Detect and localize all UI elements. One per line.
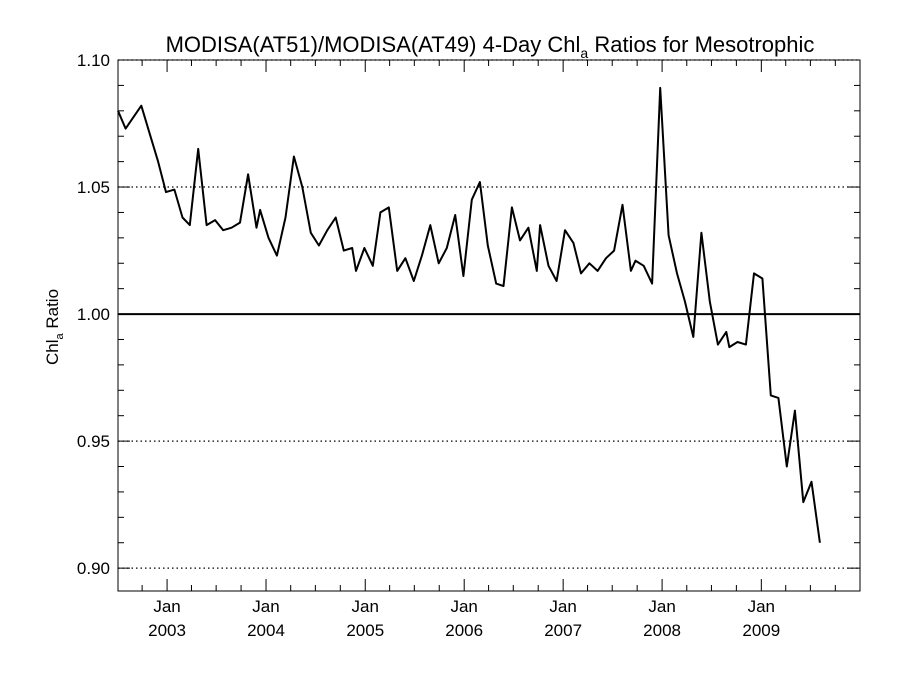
x-tick-label-month: Jan xyxy=(252,597,279,616)
x-tick-label-year: 2003 xyxy=(148,621,186,640)
y-tick-label: 0.95 xyxy=(77,432,110,451)
x-tick-label-month: Jan xyxy=(450,597,477,616)
x-tick-label-year: 2008 xyxy=(643,621,681,640)
series-layer xyxy=(117,86,821,543)
chart-title-subscript: a xyxy=(580,45,588,61)
chart-title-main: MODISA(AT51)/MODISA(AT49) 4-Day Chl xyxy=(166,32,581,57)
y-tick-label: 1.00 xyxy=(77,305,110,324)
x-tick-label-month: Jan xyxy=(153,597,180,616)
x-tick-label-month: Jan xyxy=(648,597,675,616)
y-tick-label: 0.90 xyxy=(77,559,110,578)
x-tick-label-year: 2005 xyxy=(346,621,384,640)
x-tick-label-year: 2004 xyxy=(247,621,285,640)
x-tick-label-year: 2009 xyxy=(742,621,780,640)
y-tick-label: 1.10 xyxy=(77,51,110,70)
y-axis-label-main: Chl xyxy=(43,340,62,366)
x-tick-label-month: Jan xyxy=(352,597,379,616)
y-axis-label-subscript: a xyxy=(54,333,66,340)
chart-title-rest: Ratios for Mesotrophic xyxy=(588,32,814,57)
x-tick-label-year: 2007 xyxy=(544,621,582,640)
tick-layer xyxy=(118,59,860,591)
chart-title: MODISA(AT51)/MODISA(AT49) 4-Day Chla Rat… xyxy=(166,32,815,61)
x-tick-label-year: 2006 xyxy=(445,621,483,640)
x-tick-label-month: Jan xyxy=(748,597,775,616)
x-tick-label-month: Jan xyxy=(549,597,576,616)
y-axis-label-rest: Ratio xyxy=(43,289,62,333)
y-axis-label: Chla Ratio xyxy=(43,289,66,365)
y-tick-label: 1.05 xyxy=(77,178,110,197)
series-line xyxy=(117,86,821,543)
label-layer: 0.90 0.95 1.00 1.05 1.10 Jan 2003 Jan 2004 Jan 200… xyxy=(77,51,780,640)
